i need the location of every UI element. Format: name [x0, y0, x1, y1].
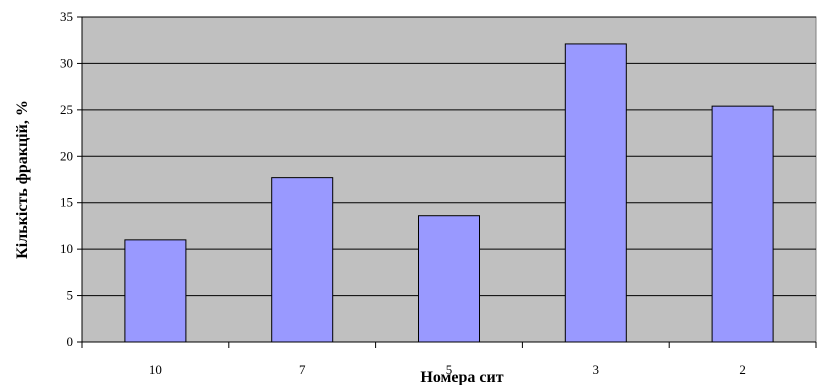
x-axis-title: Номера сит: [420, 369, 503, 385]
gridlines: [82, 16, 816, 297]
x-tick-label: 10: [149, 362, 162, 377]
y-axis-title: Кількість фракцій, %: [14, 100, 31, 259]
axes: [77, 16, 817, 348]
x-tick-label: 2: [739, 362, 746, 377]
y-tick-label: 30: [60, 55, 73, 70]
y-tick-label: 20: [60, 148, 73, 163]
bar: [271, 177, 334, 343]
y-tick-label: 0: [67, 334, 74, 349]
x-tick-label: 7: [299, 362, 306, 377]
bar: [418, 215, 480, 343]
x-tick-label: 3: [593, 362, 600, 377]
y-tick-label: 10: [60, 241, 73, 256]
y-tick-label: 25: [60, 102, 73, 117]
y-tick-label: 5: [67, 288, 74, 303]
bar: [124, 239, 187, 343]
y-tick-label: 15: [60, 195, 73, 210]
y-tick-labels: 0 5 10 15 20 25 30 35: [60, 9, 73, 349]
y-tick-label: 35: [60, 9, 73, 24]
bar: [711, 105, 774, 343]
x-tick-labels: 10 7 5 3 2: [149, 362, 746, 377]
bar: [564, 43, 627, 343]
bars: [124, 43, 774, 343]
x-tick-label: 5: [446, 362, 453, 377]
